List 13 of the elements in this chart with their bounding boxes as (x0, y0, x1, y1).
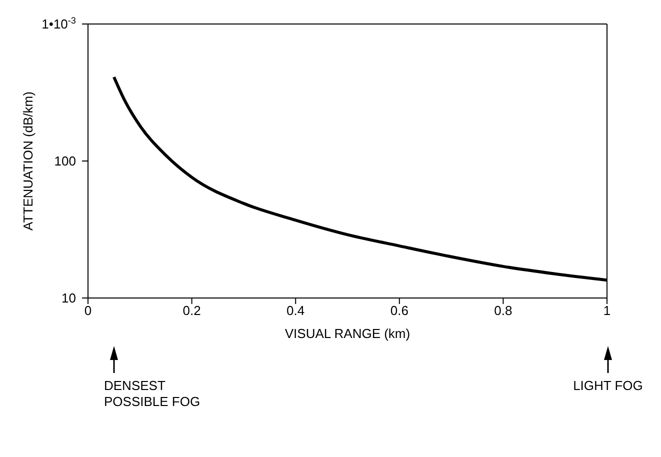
text: DENSEST POSSIBLE FOG (104, 378, 200, 409)
y-tick-label: 10 (62, 290, 76, 306)
x-tick-label: 1 (603, 303, 611, 318)
x-tick-label: 0 (84, 303, 92, 318)
text: LIGHT FOG (573, 378, 643, 393)
x-tick-label: 0.8 (494, 303, 512, 318)
x-tick-label: 0.2 (182, 303, 201, 318)
y-tick-label: 1•10$^{-3}$ (42, 16, 76, 32)
y-axis-title: ATTENUATION (dB/km) (20, 92, 36, 230)
x-tick-label: 0.4 (286, 303, 305, 318)
x-axis-title: VISUAL RANGE (km) (284, 326, 410, 341)
y-tick-label: 100 (54, 154, 76, 169)
x-tick-label: 0.6 (390, 303, 408, 318)
